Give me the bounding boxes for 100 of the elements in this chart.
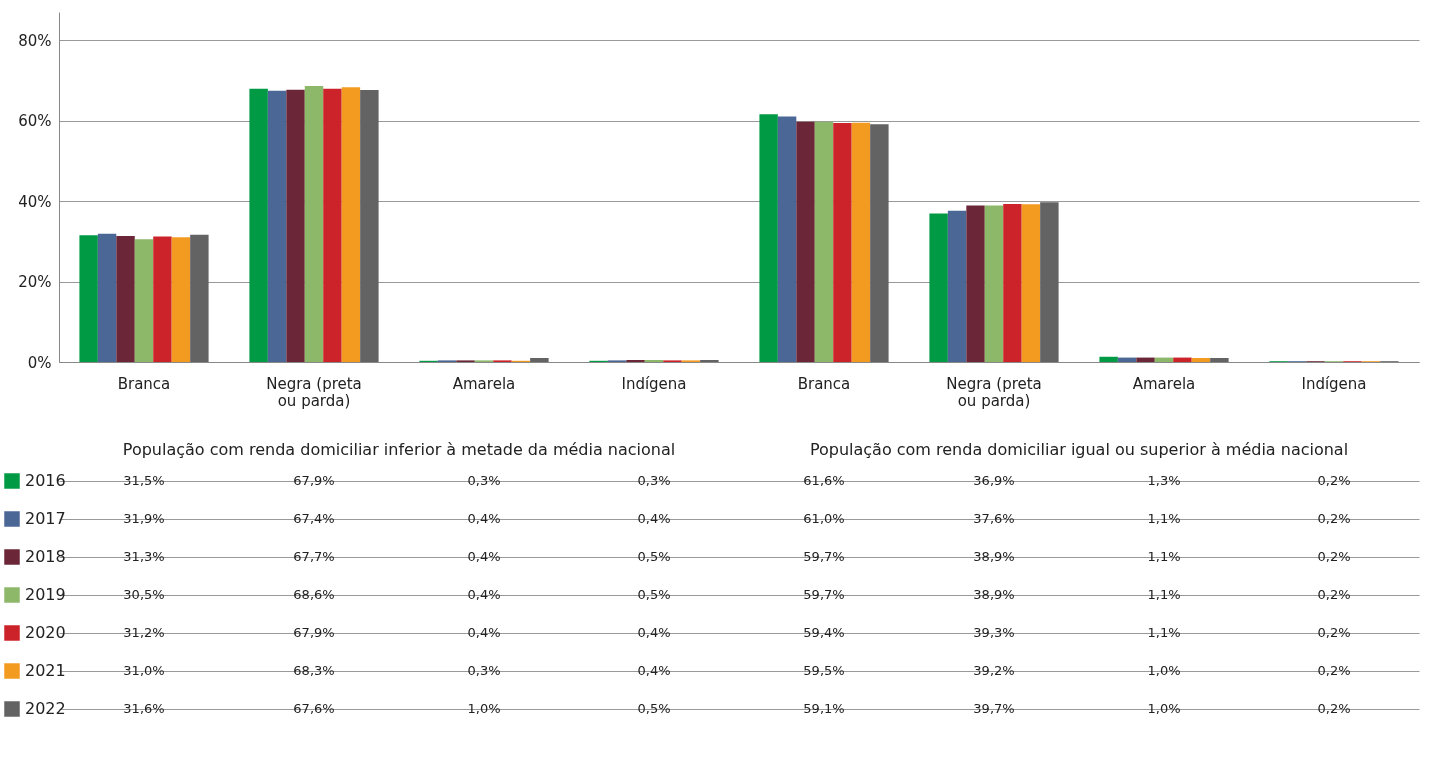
bar [700,359,719,362]
data-label: 31,2% [123,625,165,640]
legend-label: 2016 [25,471,66,490]
data-label: 31,6% [123,701,165,716]
bar [304,86,324,362]
bar [1099,356,1118,362]
y-tick-label: 20% [18,273,52,292]
legend-label: 2019 [25,585,66,604]
data-label: 0,4% [637,625,671,640]
data-label: 0,4% [467,587,501,602]
data-label: 39,2% [973,663,1015,678]
data-label: 1,1% [1147,511,1181,526]
data-label: 0,2% [1317,701,1351,716]
bar [79,235,98,362]
bar [870,124,889,362]
text: População com renda domiciliar inferior à metade da média nacional [122,440,676,459]
data-label: 59,7% [803,587,845,602]
data-label: 37,6% [973,511,1015,526]
data-label: 38,9% [973,549,1015,564]
data-label: 1,1% [1147,625,1181,640]
bar [323,88,342,362]
data-label: 1,1% [1147,587,1181,602]
legend-label: 2018 [25,547,66,566]
bar [286,89,305,362]
x-tick-label: Branca [117,374,171,393]
data-label: 1,0% [1147,663,1181,678]
bar [249,88,268,362]
data-label: 0,5% [637,549,671,564]
data-label: 67,7% [293,549,335,564]
bar [1040,202,1059,362]
bar [833,123,852,362]
data-label: 1,3% [1147,473,1181,488]
x-tick-label: Amarela [452,374,516,393]
data-label: 61,0% [803,511,845,526]
bar [759,114,778,362]
x-tick-label: Indígena [1301,374,1367,393]
bar [796,121,815,362]
bar [116,236,135,362]
bar [360,90,379,362]
y-tick-label: 0% [27,353,52,372]
bar [966,205,985,362]
data-label: 0,4% [637,511,671,526]
bar [984,205,1004,362]
x-tick-label: Indígena [621,374,687,393]
data-label: 1,1% [1147,549,1181,564]
bar [1003,203,1022,362]
bar [341,87,361,362]
data-label: 0,2% [1317,511,1351,526]
data-label: 31,3% [123,549,165,564]
data-label: 0,4% [467,549,501,564]
legend-label: 2021 [25,661,66,680]
data-label: 31,5% [123,473,165,488]
bar [777,116,797,362]
data-label: 67,9% [293,473,335,488]
data-label: 39,7% [973,701,1015,716]
x-tick-label: Negra (preta ou parda) [266,374,362,410]
data-label: 68,6% [293,587,335,602]
data-label: 1,0% [467,701,501,716]
data-label: 30,5% [123,587,165,602]
data-label: 38,9% [973,587,1015,602]
data-label: 0,2% [1317,663,1351,678]
data-label: 0,3% [467,473,501,488]
text: População com renda domiciliar igual ou superior à média nacional [809,440,1349,459]
bar [851,122,871,362]
data-label: 0,4% [637,663,671,678]
x-tick-label: Branca [797,374,851,393]
data-label: 31,9% [123,511,165,526]
bar [153,236,172,362]
bar [97,233,117,362]
y-tick-label: 60% [18,112,52,131]
legend-label: 2017 [25,509,66,528]
bar [1136,357,1155,362]
data-label: 59,7% [803,549,845,564]
data-label: 0,2% [1317,625,1351,640]
data-label: 61,6% [803,473,845,488]
data-label: 0,3% [637,473,671,488]
data-label: 68,3% [293,663,335,678]
data-label: 0,2% [1317,587,1351,602]
y-tick-label: 40% [18,192,52,211]
bar [1021,204,1041,362]
data-label: 31,0% [123,663,165,678]
bar [814,121,834,362]
bar [267,90,287,362]
bar [1210,357,1229,362]
bar [1173,357,1192,362]
bar [644,359,664,362]
bar [190,234,209,362]
data-label: 67,6% [293,701,335,716]
data-label: 59,4% [803,625,845,640]
data-label: 0,2% [1317,549,1351,564]
y-tick-label: 80% [18,31,52,50]
bar [626,359,645,362]
bar [929,213,948,362]
data-label: 0,3% [467,663,501,678]
data-label: 59,5% [803,663,845,678]
x-tick-label: Negra (preta ou parda) [946,374,1042,410]
data-label: 0,4% [467,625,501,640]
data-label: 59,1% [803,701,845,716]
data-label: 0,5% [637,587,671,602]
x-tick-label: Amarela [1132,374,1196,393]
